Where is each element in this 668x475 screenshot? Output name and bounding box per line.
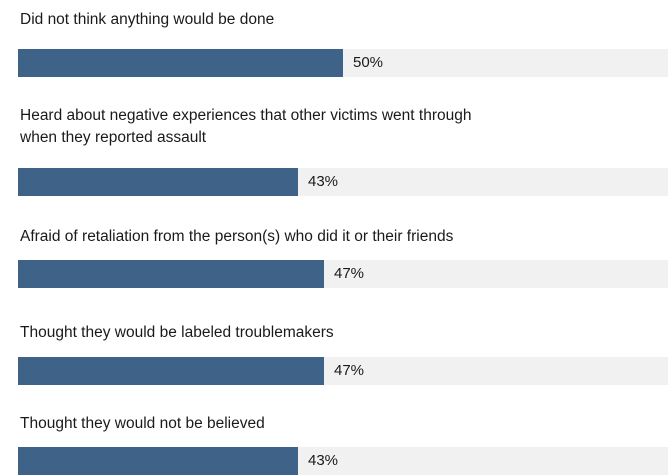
value-label: 47% — [334, 265, 365, 282]
bar-track: 43% — [18, 447, 668, 475]
bar-track: 43% — [18, 168, 668, 196]
bar-track: 50% — [18, 49, 668, 77]
bar-track: 47% — [18, 260, 668, 288]
bar — [18, 357, 324, 385]
category-label: Thought they would be labeled troublemak… — [20, 324, 334, 341]
bar — [18, 447, 298, 475]
bar-track: 47% — [18, 357, 668, 385]
bar — [18, 49, 343, 77]
value-label: 43% — [308, 452, 339, 469]
bar — [18, 260, 324, 288]
bar — [18, 168, 298, 196]
category-label: Heard about negative experiences that ot… — [20, 107, 472, 146]
value-label: 47% — [334, 362, 365, 379]
value-label: 50% — [353, 54, 384, 71]
value-label: 43% — [308, 173, 339, 190]
category-label: Thought they would not be believed — [20, 415, 265, 432]
category-label: Did not think anything would be done — [20, 11, 275, 28]
category-label: Afraid of retaliation from the person(s)… — [20, 228, 454, 245]
